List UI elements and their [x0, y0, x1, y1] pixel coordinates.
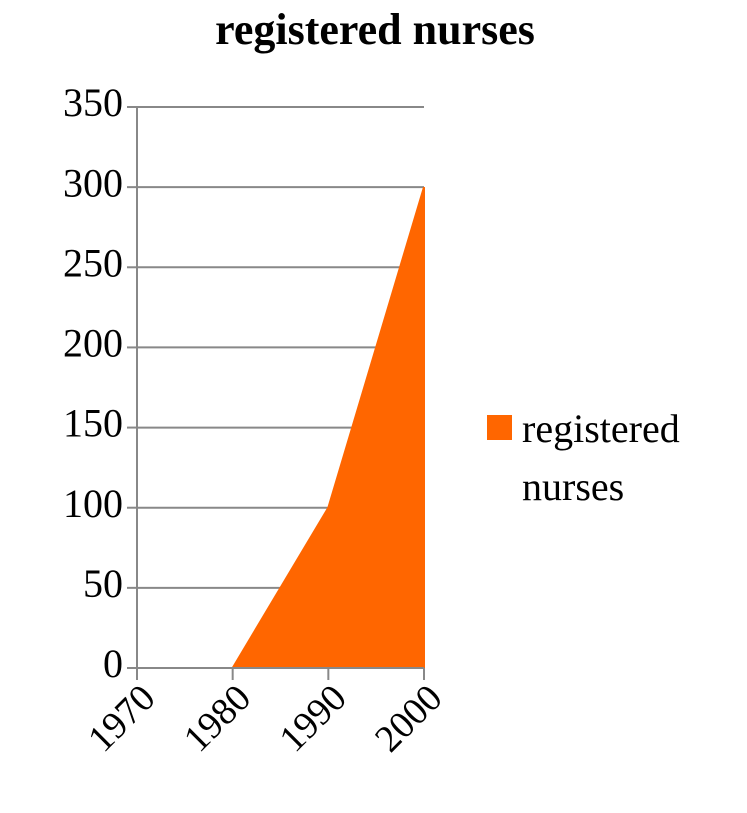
x-tick-label: 1980 [176, 677, 259, 760]
legend-swatch [487, 415, 512, 440]
y-tick-label: 300 [63, 160, 123, 205]
y-tick-label: 50 [83, 561, 123, 606]
x-tick-label: 2000 [367, 677, 450, 760]
y-tick-label: 200 [63, 321, 123, 366]
legend: registered nurses [487, 400, 727, 516]
y-tick-label: 250 [63, 240, 123, 285]
y-tick-label: 0 [103, 641, 123, 686]
y-tick-label: 150 [63, 401, 123, 446]
x-tick-label: 1970 [80, 677, 163, 760]
legend-label: registered nurses [522, 406, 680, 509]
y-tick-label: 100 [63, 481, 123, 526]
y-tick-label: 350 [63, 80, 123, 125]
chart-title: registered nurses [215, 5, 535, 54]
x-tick-label: 1990 [271, 677, 354, 760]
